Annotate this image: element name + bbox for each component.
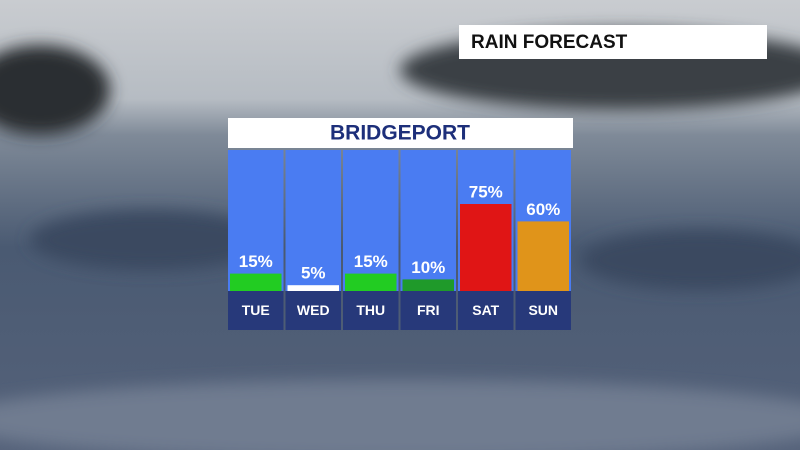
category-box: [343, 291, 399, 330]
value-label: 10%: [411, 258, 445, 277]
category-box: [515, 291, 571, 330]
bar: [402, 279, 454, 291]
column-background: [343, 150, 399, 291]
value-label: 75%: [469, 182, 503, 201]
header-box: [459, 25, 767, 59]
chart-title: BRIDGEPORT: [330, 122, 470, 145]
value-label: 15%: [239, 252, 273, 271]
value-label: 15%: [354, 252, 388, 271]
plot: TUE 15% WED 5% THU 15% FRI 10% SAT 75% SUN 60%: [228, 150, 571, 330]
x-tick-label: SUN: [528, 302, 558, 318]
x-tick-label: SAT: [472, 302, 499, 318]
bar: [345, 273, 397, 291]
category-box: [400, 291, 456, 330]
bar: [287, 285, 339, 291]
header-title: RAIN FORECAST: [471, 32, 628, 53]
bar: [230, 273, 282, 291]
bar: [517, 221, 569, 291]
category-box: [228, 291, 284, 330]
column-background: [285, 150, 341, 291]
x-tick-label: WED: [297, 302, 330, 318]
x-tick-label: THU: [356, 302, 385, 318]
value-label: 60%: [526, 200, 560, 219]
x-tick-label: TUE: [242, 302, 270, 318]
value-label: 5%: [301, 264, 326, 283]
category-box: [285, 291, 341, 330]
column-background: [228, 150, 284, 291]
chart-title-box: [228, 118, 573, 148]
bar: [460, 204, 512, 291]
category-box: [458, 291, 514, 330]
x-tick-label: FRI: [417, 302, 440, 318]
column-background: [400, 150, 456, 291]
